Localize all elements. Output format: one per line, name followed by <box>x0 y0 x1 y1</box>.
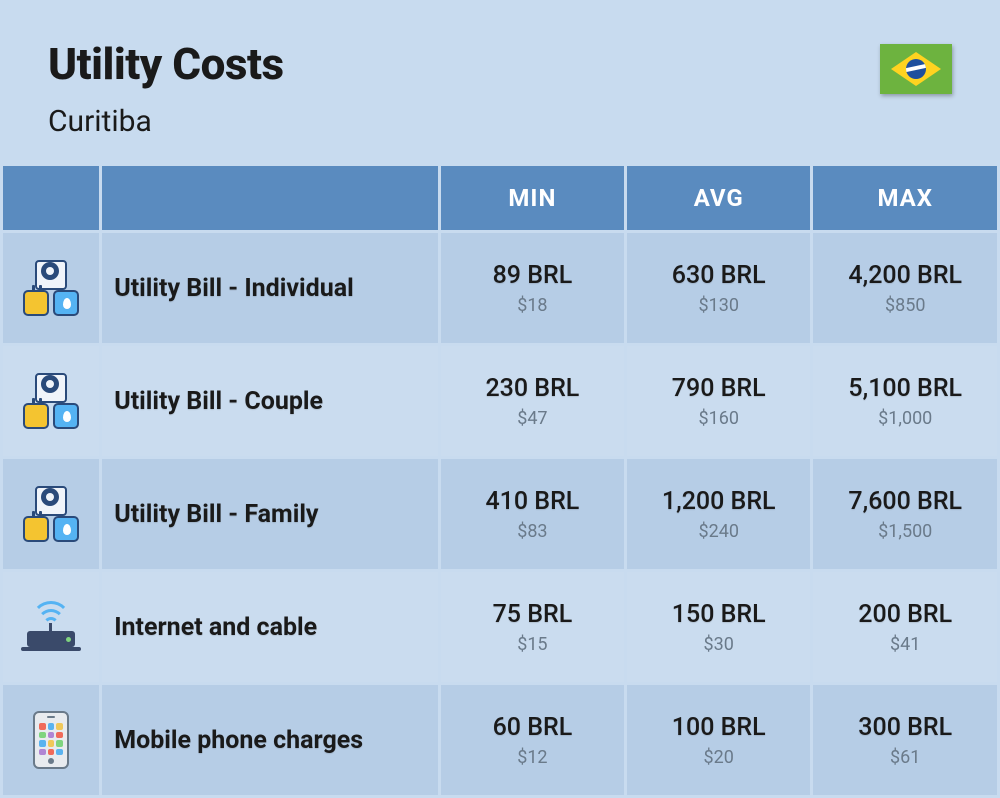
table-row: Mobile phone charges60 BRL$12100 BRL$203… <box>3 685 997 795</box>
value-primary: 60 BRL <box>441 712 624 745</box>
value-secondary: $47 <box>441 408 624 429</box>
value-primary: 410 BRL <box>441 486 624 519</box>
row-label-cell: Internet and cable <box>102 572 438 682</box>
brazil-flag-icon <box>880 44 952 94</box>
value-secondary: $83 <box>441 521 624 542</box>
value-secondary: $15 <box>441 634 624 655</box>
row-icon-cell <box>3 346 99 456</box>
row-label-cell: Utility Bill - Family <box>102 459 438 569</box>
value-secondary: $240 <box>627 521 810 542</box>
value-secondary: $850 <box>813 295 997 316</box>
value-secondary: $20 <box>627 747 810 768</box>
router-icon <box>21 603 81 651</box>
cell-avg: 630 BRL$130 <box>627 233 810 343</box>
cell-max: 300 BRL$61 <box>813 685 997 795</box>
value-secondary: $1,000 <box>813 408 997 429</box>
value-primary: 790 BRL <box>627 373 810 406</box>
col-avg: AVG <box>627 166 810 230</box>
row-label: Utility Bill - Couple <box>114 387 438 416</box>
row-label: Utility Bill - Family <box>114 500 438 529</box>
cell-max: 200 BRL$41 <box>813 572 997 682</box>
cell-min: 60 BRL$12 <box>441 685 624 795</box>
cell-min: 410 BRL$83 <box>441 459 624 569</box>
value-primary: 300 BRL <box>813 712 997 745</box>
value-secondary: $18 <box>441 295 624 316</box>
value-secondary: $160 <box>627 408 810 429</box>
utility-icon <box>23 260 79 316</box>
value-primary: 100 BRL <box>627 712 810 745</box>
row-label: Utility Bill - Individual <box>114 274 438 303</box>
value-secondary: $1,500 <box>813 521 997 542</box>
value-primary: 200 BRL <box>813 599 997 632</box>
row-label: Internet and cable <box>114 613 438 642</box>
row-label-cell: Mobile phone charges <box>102 685 438 795</box>
cell-max: 4,200 BRL$850 <box>813 233 997 343</box>
cell-avg: 150 BRL$30 <box>627 572 810 682</box>
row-label-cell: Utility Bill - Individual <box>102 233 438 343</box>
col-max: MAX <box>813 166 997 230</box>
cell-max: 7,600 BRL$1,500 <box>813 459 997 569</box>
cell-avg: 790 BRL$160 <box>627 346 810 456</box>
page-subtitle: Curitiba <box>48 104 952 139</box>
value-primary: 150 BRL <box>627 599 810 632</box>
cell-min: 230 BRL$47 <box>441 346 624 456</box>
table-row: Utility Bill - Family410 BRL$831,200 BRL… <box>3 459 997 569</box>
value-primary: 5,100 BRL <box>813 373 997 406</box>
row-icon-cell <box>3 459 99 569</box>
value-secondary: $61 <box>813 747 997 768</box>
cell-min: 75 BRL$15 <box>441 572 624 682</box>
value-primary: 630 BRL <box>627 260 810 293</box>
value-secondary: $12 <box>441 747 624 768</box>
row-icon-cell <box>3 233 99 343</box>
value-secondary: $130 <box>627 295 810 316</box>
row-icon-cell <box>3 685 99 795</box>
cell-min: 89 BRL$18 <box>441 233 624 343</box>
row-label: Mobile phone charges <box>114 726 438 755</box>
page-title: Utility Costs <box>48 38 952 90</box>
phone-icon <box>33 711 69 769</box>
utility-icon <box>23 486 79 542</box>
table-row: Utility Bill - Individual89 BRL$18630 BR… <box>3 233 997 343</box>
value-primary: 75 BRL <box>441 599 624 632</box>
row-icon-cell <box>3 572 99 682</box>
table-row: Internet and cable75 BRL$15150 BRL$30200… <box>3 572 997 682</box>
value-primary: 4,200 BRL <box>813 260 997 293</box>
value-primary: 230 BRL <box>441 373 624 406</box>
table-row: Utility Bill - Couple230 BRL$47790 BRL$1… <box>3 346 997 456</box>
cell-avg: 1,200 BRL$240 <box>627 459 810 569</box>
value-primary: 1,200 BRL <box>627 486 810 519</box>
utility-icon <box>23 373 79 429</box>
value-primary: 7,600 BRL <box>813 486 997 519</box>
header: Utility Costs Curitiba <box>0 0 1000 163</box>
value-primary: 89 BRL <box>441 260 624 293</box>
costs-table: MIN AVG MAX Utility Bill - Individual89 … <box>0 163 1000 798</box>
value-secondary: $30 <box>627 634 810 655</box>
col-label <box>102 166 438 230</box>
table-header-row: MIN AVG MAX <box>3 166 997 230</box>
col-min: MIN <box>441 166 624 230</box>
col-icon <box>3 166 99 230</box>
value-secondary: $41 <box>813 634 997 655</box>
cell-avg: 100 BRL$20 <box>627 685 810 795</box>
cell-max: 5,100 BRL$1,000 <box>813 346 997 456</box>
row-label-cell: Utility Bill - Couple <box>102 346 438 456</box>
